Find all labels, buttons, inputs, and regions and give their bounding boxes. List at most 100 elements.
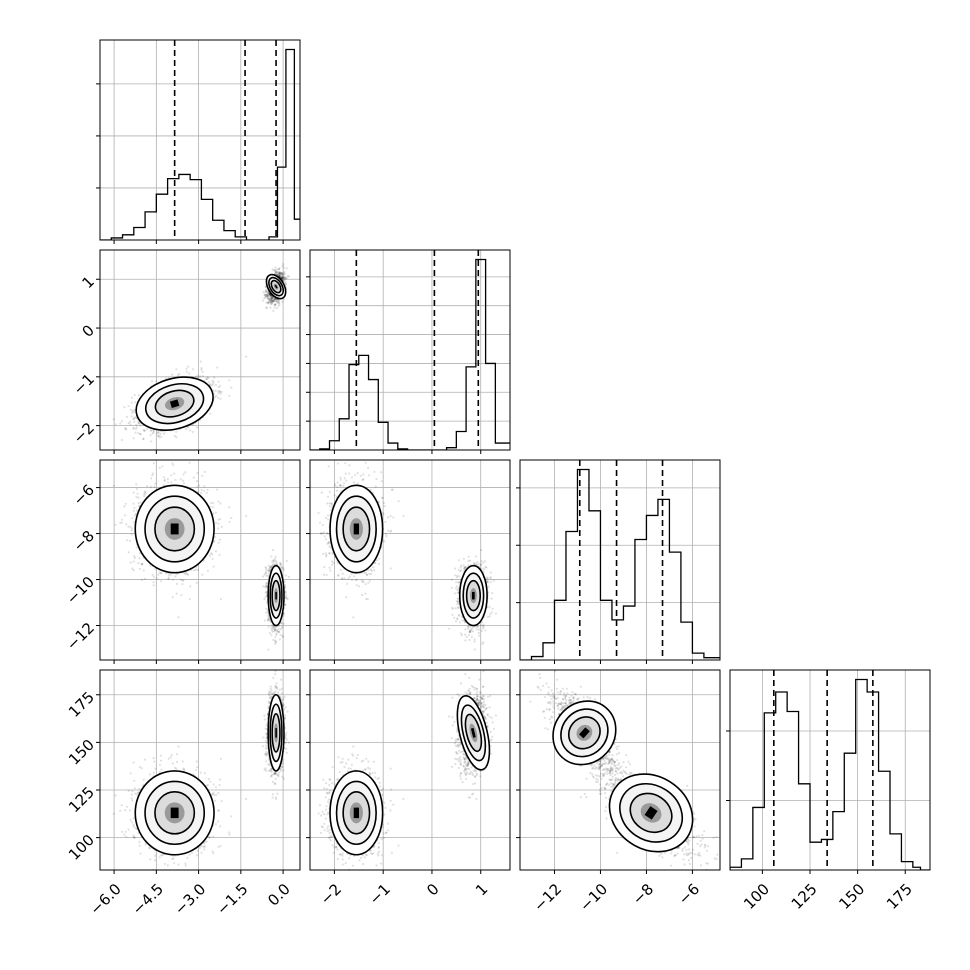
density-peak <box>169 399 180 408</box>
density-peak <box>644 806 658 820</box>
scatter-points <box>317 670 497 870</box>
panel-1-1 <box>306 249 511 454</box>
panel-frame <box>99 249 301 451</box>
contour-line <box>560 708 609 758</box>
scatter-points <box>529 670 720 870</box>
contour-line <box>465 579 482 612</box>
panel-frame <box>729 669 931 871</box>
contour-line <box>456 695 491 771</box>
scatter-points <box>112 263 290 443</box>
x-tick-label: 1 <box>472 880 491 899</box>
contour-line <box>135 376 214 431</box>
panel-frame <box>309 669 511 871</box>
contour-line <box>460 704 487 762</box>
density-peak <box>170 807 179 819</box>
contour-group <box>134 484 215 574</box>
scatter-points <box>112 670 290 870</box>
x-tick-label: −1 <box>366 880 394 908</box>
x-tick-label: 150 <box>835 880 868 913</box>
y-tick-label: −6 <box>70 481 98 509</box>
contour-line <box>342 506 371 552</box>
y-tick-label: −10 <box>63 573 98 608</box>
x-tick-label: 125 <box>788 880 821 913</box>
panel-frame <box>309 459 511 661</box>
contour-line <box>144 495 206 563</box>
density-peak <box>275 728 277 738</box>
density-peak <box>472 591 475 600</box>
panel-frame <box>99 669 301 871</box>
contour-line <box>154 506 196 552</box>
contour-group <box>135 376 214 431</box>
contour-group <box>608 773 694 853</box>
y-tick-label: 100 <box>65 831 98 864</box>
x-tick-label: 0.0 <box>264 880 294 910</box>
panel-3-0: 100 125 150 175 −6.0 −4.5 −3.0 −1.5 0.0 <box>65 669 301 919</box>
contour-group <box>134 770 215 856</box>
density-peak <box>353 523 359 535</box>
histogram-1 <box>310 258 510 450</box>
contour-line <box>265 273 287 300</box>
contour-line <box>134 770 215 856</box>
contour-line <box>619 782 684 843</box>
panel-2-2 <box>516 459 721 664</box>
x-tick-label: −6.0 <box>86 880 124 918</box>
y-tick-label: −8 <box>70 527 98 555</box>
panel-frame <box>99 39 301 241</box>
x-tick-label: 175 <box>883 880 916 913</box>
contour-line <box>271 579 281 612</box>
x-tick-label: 100 <box>740 880 773 913</box>
panel-0-0 <box>96 39 301 244</box>
x-tick-label: −1.5 <box>213 880 251 918</box>
histogram-3 <box>730 678 930 870</box>
contour-line <box>267 564 285 627</box>
y-tick-label: 0 <box>79 321 98 340</box>
density-peak <box>170 523 179 535</box>
contour-group <box>456 695 491 771</box>
panel-2-1 <box>306 459 511 664</box>
x-tick-label: −3.0 <box>171 880 209 918</box>
panel-1-0: −2 −1 0 1 <box>70 249 301 454</box>
contour-group <box>329 484 384 574</box>
y-tick-label: −2 <box>70 419 98 447</box>
density-peak <box>470 727 476 738</box>
y-tick-label: −1 <box>70 370 98 398</box>
panel-3-1: −2 −1 0 1 <box>306 669 511 908</box>
contour-line <box>335 495 377 563</box>
x-tick-label: 0 <box>423 880 442 899</box>
contour-group <box>552 700 617 766</box>
contour-group <box>267 693 285 772</box>
contour-line <box>329 484 384 574</box>
y-tick-label: −12 <box>63 619 98 654</box>
panel-frame <box>519 669 721 871</box>
contour-line <box>154 791 196 835</box>
contour-line <box>270 279 282 294</box>
density-peak <box>275 591 277 600</box>
contour-line <box>462 572 485 619</box>
contour-line <box>271 713 281 753</box>
x-tick-label: −10 <box>576 880 611 915</box>
panel-3-2: −12 −10 −8 −6 <box>516 669 721 915</box>
y-tick-label: 150 <box>65 736 98 769</box>
panel-frame <box>519 459 721 661</box>
panel-2-0: −12 −10 −8 −6 <box>63 459 301 664</box>
contour-line <box>144 383 205 425</box>
y-tick-label: 125 <box>65 783 98 816</box>
contour-line <box>268 276 285 297</box>
contour-group <box>458 564 488 627</box>
x-tick-label: −8 <box>629 880 657 908</box>
panel-frame <box>309 249 511 451</box>
contour-line <box>267 693 285 772</box>
contour-line <box>567 716 601 750</box>
panel-3-3: 100 125 150 175 <box>726 669 931 913</box>
panel-frame <box>99 459 301 661</box>
contour-line <box>329 770 384 856</box>
histogram-0 <box>100 48 300 240</box>
contour-line <box>144 780 206 846</box>
x-tick-label: −6 <box>675 880 703 908</box>
y-tick-label: 175 <box>65 688 98 721</box>
contour-line <box>134 484 215 574</box>
x-tick-label: −12 <box>530 880 565 915</box>
contour-line <box>269 572 283 619</box>
contour-line <box>154 389 195 418</box>
